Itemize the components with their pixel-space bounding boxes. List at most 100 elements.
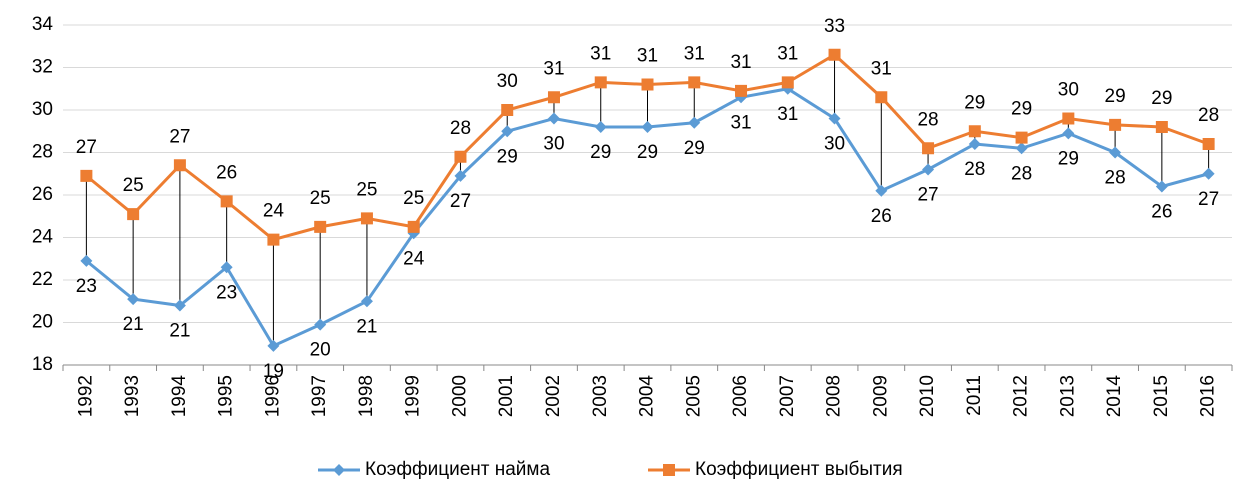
marker — [1109, 118, 1122, 131]
data-label: 29 — [1105, 86, 1126, 107]
data-label: 33 — [824, 16, 845, 37]
marker — [641, 78, 654, 91]
legend-label: Коэффициент выбытия — [695, 459, 903, 480]
x-tick-label: 2005 — [683, 375, 704, 417]
y-tick-label: 18 — [32, 354, 53, 375]
x-tick-label: 2001 — [496, 375, 517, 417]
marker — [1155, 180, 1168, 193]
data-label: 25 — [356, 179, 377, 200]
marker — [922, 163, 935, 176]
data-label: 29 — [1058, 148, 1079, 169]
marker — [1202, 167, 1215, 180]
marker — [314, 220, 327, 233]
marker — [501, 125, 514, 138]
data-label: 31 — [730, 112, 751, 133]
x-tick-label: 1993 — [122, 375, 143, 417]
data-label: 28 — [1198, 105, 1219, 126]
marker — [80, 169, 93, 182]
x-tick-label: 2006 — [730, 375, 751, 417]
marker — [968, 125, 981, 138]
y-tick-label: 24 — [32, 227, 54, 248]
data-label: 28 — [964, 159, 985, 180]
marker — [314, 318, 327, 331]
marker — [173, 299, 186, 312]
marker — [267, 339, 280, 352]
marker — [454, 150, 467, 163]
data-label: 31 — [777, 43, 798, 64]
data-label: 27 — [169, 126, 190, 147]
x-tick-label: 1999 — [403, 375, 424, 417]
marker — [594, 121, 607, 133]
marker — [828, 112, 841, 125]
marker — [875, 91, 888, 104]
marker — [1062, 127, 1075, 140]
y-tick-label: 22 — [32, 269, 53, 290]
data-label: 28 — [450, 118, 471, 139]
x-tick-label: 2002 — [543, 375, 564, 417]
y-tick-label: 20 — [32, 312, 53, 333]
marker — [922, 142, 935, 155]
data-label: 20 — [310, 340, 331, 361]
x-tick-label: 2010 — [917, 375, 938, 417]
data-label: 31 — [777, 104, 798, 125]
y-tick-label: 30 — [32, 99, 53, 120]
legend-marker — [333, 464, 345, 476]
marker — [360, 212, 373, 225]
marker — [1015, 142, 1028, 155]
data-label: 29 — [1151, 88, 1172, 109]
marker — [828, 48, 841, 61]
marker — [127, 293, 140, 306]
marker — [547, 112, 560, 125]
marker — [1062, 112, 1075, 125]
data-label: 30 — [543, 134, 564, 155]
data-label: 21 — [169, 321, 190, 342]
x-tick-label: 1997 — [309, 375, 330, 417]
x-tick-label: 1994 — [169, 375, 190, 418]
x-tick-label: 1996 — [262, 375, 283, 417]
data-label: 27 — [917, 185, 938, 206]
data-label: 21 — [356, 316, 377, 337]
marker — [1202, 138, 1215, 150]
data-label: 29 — [684, 138, 705, 159]
marker — [594, 76, 607, 89]
x-tick-label: 1998 — [356, 375, 377, 417]
x-tick-label: 2016 — [1198, 375, 1219, 417]
marker — [1155, 121, 1168, 133]
marker — [1109, 146, 1122, 159]
data-label: 23 — [76, 276, 97, 297]
x-tick-label: 2011 — [964, 375, 985, 416]
marker — [454, 169, 467, 182]
y-tick-label: 26 — [32, 184, 53, 205]
x-tick-label: 2008 — [824, 375, 845, 417]
data-label: 25 — [123, 175, 144, 196]
data-label: 30 — [1058, 80, 1079, 101]
y-tick-label: 34 — [32, 14, 54, 35]
marker — [968, 138, 981, 150]
x-tick-label: 2012 — [1011, 375, 1032, 417]
data-label: 31 — [590, 43, 611, 64]
data-label: 31 — [543, 58, 564, 79]
data-label: 26 — [1151, 202, 1172, 223]
x-tick-label: 2013 — [1057, 375, 1078, 417]
marker — [688, 116, 701, 129]
x-tick-label: 2014 — [1104, 375, 1125, 418]
data-label: 23 — [216, 282, 237, 303]
data-label: 24 — [263, 201, 285, 222]
marker — [407, 220, 420, 233]
data-label: 27 — [1198, 189, 1219, 210]
data-label: 27 — [76, 137, 97, 158]
data-label: 31 — [684, 43, 705, 64]
marker — [220, 261, 233, 274]
x-tick-label: 2007 — [777, 375, 798, 417]
x-tick-label: 2003 — [590, 375, 611, 417]
y-tick-label: 28 — [32, 142, 53, 163]
data-label: 28 — [1011, 163, 1032, 184]
data-label: 21 — [123, 314, 144, 335]
legend-label: Коэффициент найма — [365, 459, 550, 480]
data-label: 28 — [917, 109, 938, 130]
x-tick-label: 1995 — [216, 375, 237, 417]
x-tick-label: 2004 — [637, 375, 658, 418]
marker — [80, 254, 93, 267]
marker — [220, 195, 233, 208]
